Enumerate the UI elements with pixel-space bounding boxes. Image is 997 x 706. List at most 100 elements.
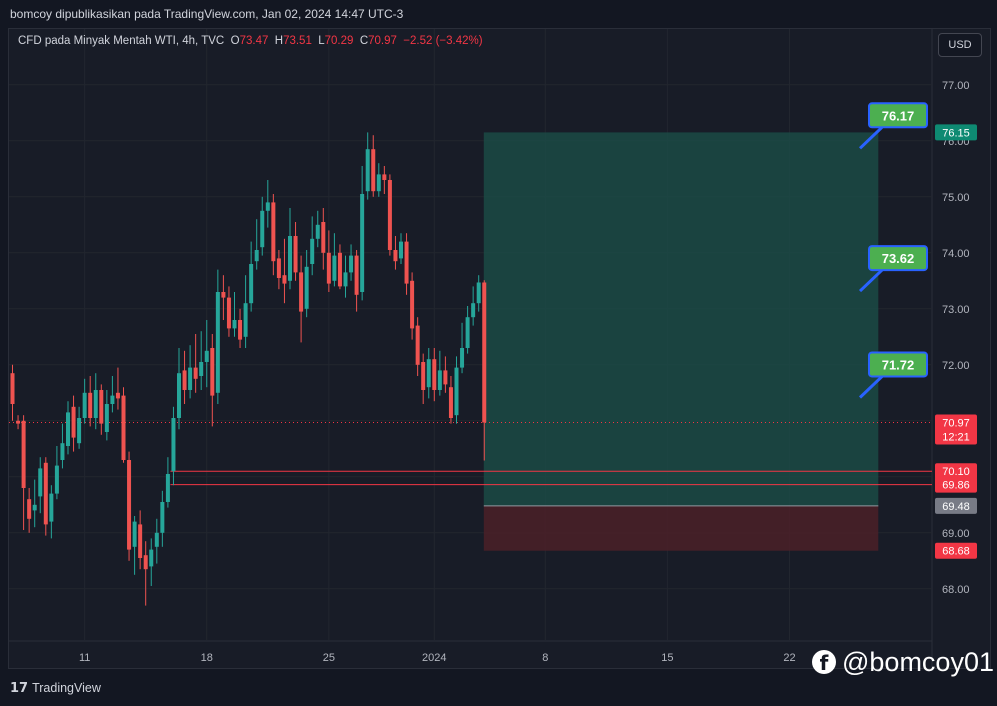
x-tick-label: 15: [661, 652, 673, 664]
candle-body: [110, 395, 115, 404]
candle-body: [393, 250, 398, 262]
callout-box: [868, 102, 928, 129]
candle-body: [382, 174, 387, 180]
y-tick-label: 72.00: [942, 360, 970, 372]
candle-body: [32, 504, 37, 511]
candle-body: [171, 418, 176, 472]
price-tag-label: 76.15: [942, 127, 970, 139]
y-tick-label: 73.00: [942, 304, 970, 316]
candle-body: [238, 320, 243, 340]
price-tag: [935, 497, 977, 514]
close-key: C: [359, 35, 369, 47]
candle-body: [371, 149, 376, 192]
y-tick-label: 74.00: [942, 248, 970, 260]
candle-body: [343, 272, 348, 287]
candle-body: [360, 194, 365, 292]
tradingview-logo-icon: 17: [10, 680, 29, 696]
high-key: H: [274, 35, 284, 47]
candle-body: [82, 392, 87, 418]
candle-body: [299, 272, 304, 312]
candle-body: [276, 258, 281, 278]
candle-body: [226, 297, 231, 329]
callout-box: [868, 245, 928, 272]
candle-body: [271, 202, 276, 262]
candle-body: [404, 241, 409, 284]
candle-body: [288, 236, 292, 281]
callout-pointer: [858, 268, 884, 293]
callout-box: [868, 351, 928, 378]
candle-body: [21, 420, 26, 488]
candle-body: [71, 406, 76, 438]
candle-body: [260, 210, 265, 248]
candle-body: [448, 387, 453, 418]
candle-body: [188, 367, 193, 390]
price-tag: [935, 463, 977, 480]
candle-body: [99, 390, 104, 424]
facebook-icon: f: [812, 650, 836, 675]
candle-body: [243, 303, 248, 337]
candle-body: [193, 367, 198, 379]
candle-body: [27, 499, 32, 519]
candle-body: [432, 359, 437, 390]
price-tag: [935, 124, 977, 141]
candle-body: [415, 325, 420, 365]
candle-body: [326, 252, 331, 284]
candle-body: [127, 460, 132, 550]
candle-body: [254, 250, 259, 262]
candle-body: [177, 373, 181, 418]
candle-body: [387, 180, 392, 250]
price-tag-label: 70.10: [942, 466, 970, 478]
candle-body: [154, 532, 159, 547]
candle-body: [332, 255, 337, 281]
tradingview-brand: TradingView: [32, 681, 101, 695]
candle-body: [265, 202, 270, 211]
candle-body: [115, 392, 120, 399]
candle-body: [471, 303, 476, 318]
candle-body: [421, 362, 426, 390]
candle-body: [282, 275, 287, 284]
candle-body: [221, 292, 226, 298]
price-tag-label: 69.86: [942, 480, 970, 492]
candle-body: [482, 282, 487, 423]
callout-label: 71.72: [882, 357, 915, 372]
y-tick-label: 75.00: [942, 192, 970, 204]
candle-body: [149, 549, 154, 567]
x-tick-label: 2024: [422, 652, 446, 664]
symbol-description[interactable]: CFD pada Minyak Mentah WTI, 4h, TVC: [18, 35, 225, 47]
candle-body: [88, 392, 93, 418]
publication-text: bomcoy dipublikasikan pada TradingView.c…: [10, 7, 404, 21]
currency-button[interactable]: USD: [938, 33, 982, 57]
candle-body: [443, 370, 448, 385]
candle-body: [410, 280, 415, 329]
candle-body: [10, 373, 15, 404]
candle-body: [249, 264, 254, 304]
target-zone: [483, 132, 879, 506]
candle-body: [160, 502, 165, 533]
watermark-handle: @bomcoy01: [842, 646, 994, 677]
candle-body: [165, 474, 170, 502]
publication-bar: bomcoy dipublikasikan pada TradingView.c…: [0, 0, 997, 28]
candle-body: [93, 390, 98, 418]
candle-body: [376, 174, 381, 192]
callout-pointer: [858, 126, 884, 150]
candle-body: [460, 348, 465, 368]
price-tag-label: 68.68: [942, 546, 970, 558]
candle-body: [49, 493, 54, 522]
tradingview-logo[interactable]: 17 TradingView: [10, 678, 101, 698]
change-value: −2.52 (−3.42%): [403, 35, 483, 47]
footer: [0, 669, 997, 706]
price-tag-label: 69.48: [942, 501, 970, 513]
candle-body: [77, 418, 82, 444]
stop-zone: [483, 505, 879, 551]
candle-body: [215, 292, 220, 393]
x-tick-label: 8: [542, 652, 548, 664]
candle-body: [199, 362, 204, 376]
candle-body: [38, 468, 43, 497]
symbol-legend[interactable]: CFD pada Minyak Mentah WTI, 4h, TVC O73.…: [18, 35, 483, 47]
y-tick-label: 69.00: [942, 528, 970, 540]
callout-pointer: [858, 375, 884, 399]
close-value: 70.97: [368, 35, 397, 47]
candle-body: [476, 282, 481, 304]
candle-body: [210, 348, 215, 396]
